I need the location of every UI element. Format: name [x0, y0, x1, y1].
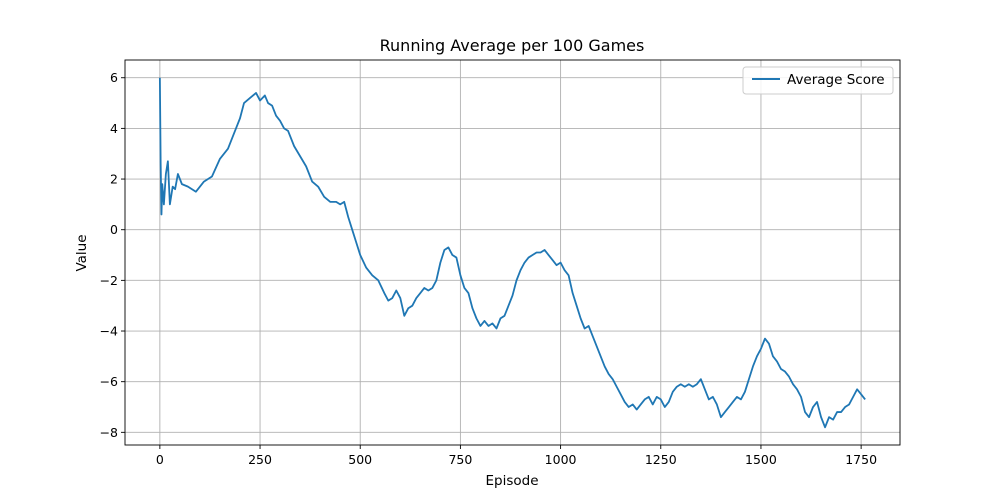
legend-label-average-score: Average Score: [787, 72, 885, 88]
y-tick-label: 6: [110, 70, 118, 85]
grid-lines: [125, 60, 900, 445]
x-tick-label: 500: [348, 452, 372, 467]
x-tick-label: 1750: [845, 452, 877, 467]
x-axis-label: Episode: [485, 473, 538, 489]
plot-frame: [124, 59, 901, 446]
y-tick-label: −6: [100, 374, 118, 389]
x-tick-label: 250: [248, 452, 272, 467]
x-tick-label: 0: [156, 452, 164, 467]
legend: Average Score: [742, 66, 894, 95]
plot-area: [125, 60, 900, 445]
y-tick-label: −8: [100, 425, 118, 440]
y-tick-label: −4: [100, 324, 118, 339]
x-tick-label: 1000: [545, 452, 577, 467]
x-tick-label: 1500: [745, 452, 777, 467]
x-tick-label: 1250: [645, 452, 677, 467]
y-tick-label: 2: [110, 172, 118, 187]
legend-box: [742, 66, 894, 95]
x-tick-label: 750: [448, 452, 472, 467]
y-axis-label: Value: [74, 234, 90, 271]
y-tick-label: −2: [100, 273, 118, 288]
axis-ticks: 0 250 500 750 1000 1250 1500 1750 6 4 2 0 −2 −4 −6 −8: [100, 70, 878, 467]
y-tick-label: 4: [110, 121, 118, 136]
series-line-average-score: [158, 77, 866, 429]
chart-title: Running Average per 100 Games: [380, 36, 645, 55]
y-tick-label: 0: [110, 222, 118, 237]
